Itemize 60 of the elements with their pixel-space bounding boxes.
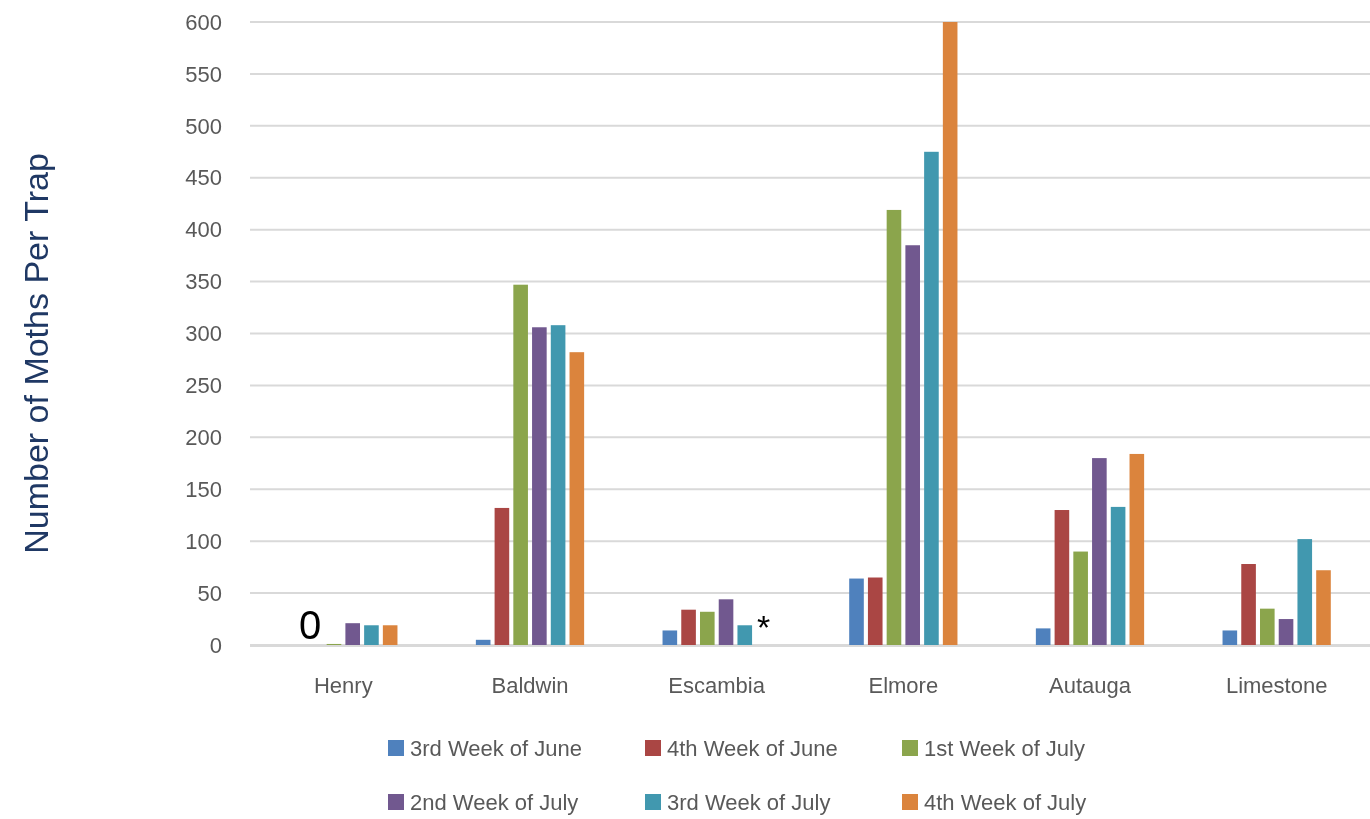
bar (550, 325, 566, 645)
bar (1297, 539, 1313, 645)
annotation: * (756, 608, 771, 646)
x-tick-label: Elmore (868, 673, 939, 698)
y-tick-label: 300 (185, 321, 222, 347)
bar (662, 630, 678, 645)
bar (1073, 551, 1088, 645)
legend-label: 4th Week of July (924, 789, 1087, 815)
bar (1054, 510, 1070, 645)
bar (1278, 619, 1294, 645)
bar (475, 639, 491, 645)
y-tick-label: 0 (209, 632, 222, 658)
legend-label: 3rd Week of July (667, 789, 831, 815)
bar (364, 625, 379, 645)
legend-label: 4th Week of June (667, 735, 838, 761)
x-tick-label: Limestone (1225, 673, 1328, 698)
bar (849, 578, 864, 645)
x-tick-label: Autauga (1049, 673, 1132, 698)
bar (1241, 564, 1256, 645)
bar (924, 151, 939, 645)
y-tick-label: 150 (185, 476, 222, 502)
y-tick-label: 450 (185, 165, 222, 191)
bar (718, 599, 734, 645)
x-tick-label: Escambia (668, 673, 766, 698)
y-tick-label: 550 (185, 61, 222, 87)
x-tick-label: Baldwin (491, 673, 569, 698)
y-axis-title: Number of Moths Per Trap (17, 153, 55, 554)
bar (1129, 453, 1145, 645)
legend-label: 2nd Week of July (410, 789, 579, 815)
y-tick-label: 250 (185, 373, 222, 399)
bar (1110, 506, 1126, 645)
y-tick-label: 500 (185, 113, 222, 139)
bar (886, 209, 902, 645)
legend-label: 1st Week of July (924, 735, 1085, 761)
bar (700, 611, 715, 645)
x-tick-label: Henry (313, 673, 373, 698)
legend-label: 3rd Week of June (410, 735, 583, 761)
bar (1035, 628, 1051, 645)
bar (1316, 570, 1331, 645)
bar (569, 352, 585, 645)
bar (681, 609, 696, 645)
bar (867, 577, 883, 645)
bar (494, 507, 510, 645)
bar (1222, 630, 1238, 645)
y-tick-label: 400 (185, 217, 222, 243)
annotation: 0 (299, 603, 322, 647)
bar (382, 625, 398, 645)
y-tick-label: 350 (185, 269, 222, 295)
y-tick-label: 600 (185, 9, 222, 35)
bar (1092, 458, 1107, 645)
y-tick-label: 100 (185, 528, 222, 554)
bar (737, 625, 753, 645)
bar (942, 22, 958, 645)
y-tick-label: 50 (197, 580, 222, 606)
bar (905, 245, 920, 645)
bar (513, 284, 528, 645)
bar (532, 327, 547, 645)
bar (345, 623, 360, 645)
y-tick-label: 200 (185, 425, 222, 451)
bar (1260, 608, 1275, 645)
